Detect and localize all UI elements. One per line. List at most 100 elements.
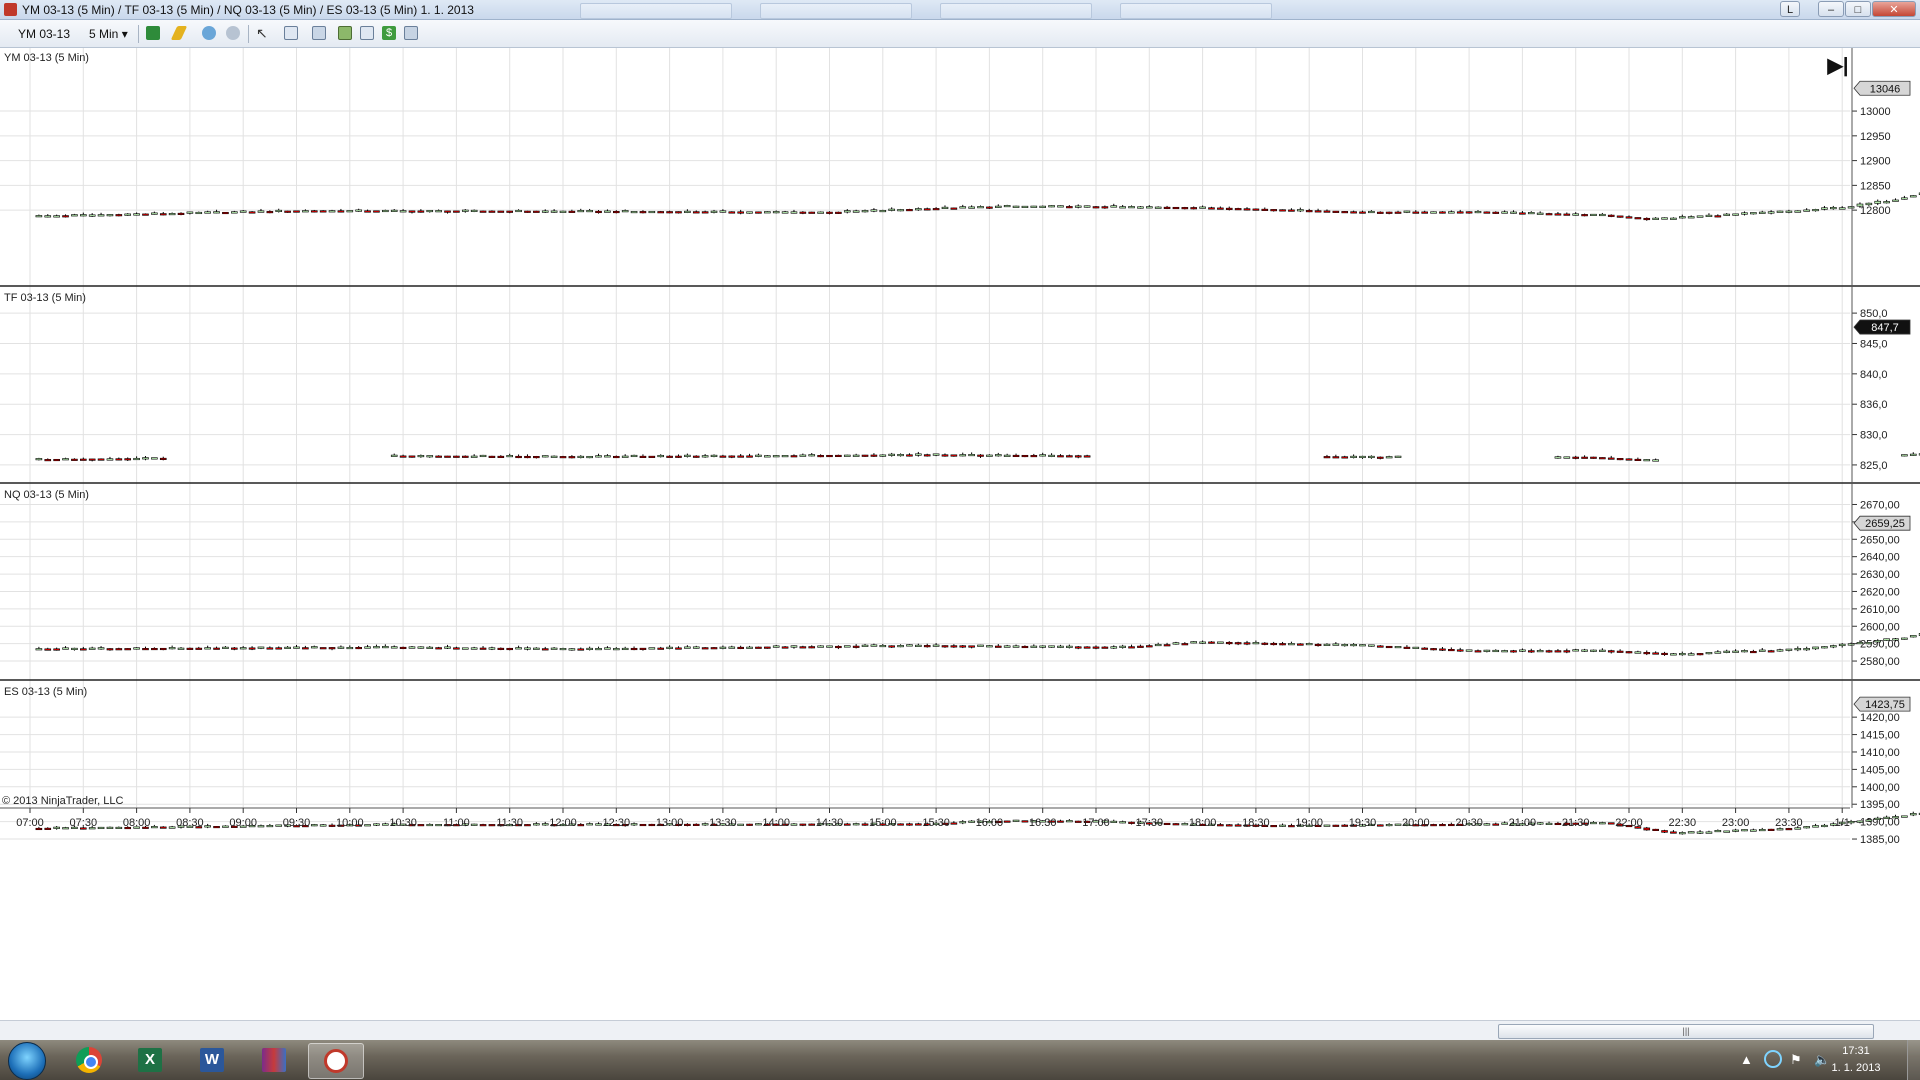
scroll-to-end-button[interactable]: ▶|: [1827, 55, 1849, 77]
candle-down: [435, 455, 442, 458]
start-button[interactable]: [8, 1042, 46, 1080]
candle-down: [524, 455, 531, 459]
windows-taskbar: X W ▲ ⚑ 🔈 17:31 1. 1. 2013: [0, 1040, 1920, 1080]
candle-up: [470, 647, 478, 650]
show-desktop-button[interactable]: [1907, 1040, 1920, 1080]
candle-up: [764, 455, 771, 458]
candle-down: [479, 647, 487, 650]
candle-up: [1039, 645, 1046, 648]
candle-up: [1030, 205, 1038, 208]
candle-down: [1439, 824, 1446, 827]
candle-up: [239, 647, 247, 650]
candle-down: [648, 455, 656, 458]
window-title: YM 03-13 (5 Min) / TF 03-13 (5 Min) / NQ…: [22, 3, 474, 17]
candle-up: [382, 646, 389, 649]
candle-up: [1501, 822, 1508, 825]
network-icon[interactable]: [1764, 1050, 1782, 1068]
candle-down: [417, 824, 425, 827]
candlestick-chart[interactable]: 13000 12950 12900 12850 12800 YM 03-13 (5 Min…: [0, 48, 1920, 1020]
scroll-thumb[interactable]: |||: [1498, 1024, 1874, 1039]
data-series-icon[interactable]: [338, 26, 352, 40]
candle-down: [1217, 207, 1224, 210]
candle-up: [1350, 455, 1357, 458]
ninjatrader-icon[interactable]: [308, 1043, 364, 1079]
link-button[interactable]: L: [1780, 1, 1800, 17]
candle-down: [1563, 822, 1571, 825]
excel-icon[interactable]: X: [124, 1043, 178, 1077]
time-tick-label: 18:00: [1189, 817, 1217, 829]
candle-up: [1803, 826, 1810, 829]
pencil-draw-icon[interactable]: [170, 26, 188, 40]
candle-down: [968, 645, 975, 648]
flag-icon[interactable]: ⚑: [1790, 1052, 1802, 1067]
templates-icon[interactable]: [360, 26, 374, 40]
candle-up: [1279, 824, 1286, 827]
candle-down: [1261, 824, 1269, 827]
price-tick-label: 850,0: [1860, 308, 1888, 320]
candle-down: [488, 455, 496, 458]
candle-up: [435, 210, 442, 213]
candle-down: [1172, 206, 1180, 210]
candle-down: [1510, 650, 1517, 653]
bar-type-icon[interactable]: [146, 26, 160, 40]
instrument-selector[interactable]: YM 03-13: [18, 27, 71, 41]
candle-down: [435, 647, 442, 650]
zoom-icon[interactable]: [284, 26, 298, 40]
candle-down: [808, 646, 816, 649]
panel-icon[interactable]: [404, 26, 418, 40]
price-tick-label: 13000: [1860, 106, 1891, 118]
candle-up: [826, 823, 833, 826]
candle-up: [755, 454, 762, 457]
strategy-icon[interactable]: [226, 26, 240, 40]
chart-area[interactable]: 13000 12950 12900 12850 12800 YM 03-13 (5 Min…: [0, 48, 1920, 1020]
winrar-icon[interactable]: [248, 1043, 302, 1077]
interval-selector[interactable]: 5 Min ▾: [89, 24, 128, 44]
candle-down: [1217, 824, 1224, 827]
candle-down: [1643, 217, 1651, 221]
candle-up: [106, 214, 114, 217]
candle-down: [1332, 456, 1340, 459]
chart-scrollbar[interactable]: |||: [0, 1020, 1920, 1041]
cursor-icon[interactable]: ↖: [256, 25, 268, 41]
time-tick-label: 21:00: [1509, 817, 1537, 829]
candle-up: [1323, 824, 1331, 827]
candle-up: [1066, 820, 1073, 823]
candle-down: [1083, 455, 1091, 458]
candle-up: [1883, 201, 1890, 204]
maximize-button[interactable]: □: [1845, 1, 1871, 17]
candle-up: [390, 823, 398, 826]
clock-time[interactable]: 17:31: [1842, 1045, 1870, 1057]
indicator-icon[interactable]: [202, 26, 216, 40]
candle-down: [124, 826, 132, 830]
money-icon[interactable]: $: [382, 26, 396, 40]
candle-down: [1083, 646, 1091, 649]
candle-up: [177, 647, 185, 650]
candle-up: [151, 457, 158, 460]
candle-up: [1048, 645, 1055, 648]
candle-up: [1732, 650, 1739, 653]
candle-down: [817, 455, 824, 458]
minimize-button[interactable]: –: [1818, 1, 1844, 17]
candle-up: [1288, 643, 1295, 646]
volume-icon[interactable]: 🔈: [1814, 1052, 1831, 1067]
candle-up: [1536, 212, 1544, 215]
candle-down: [506, 210, 514, 213]
chrome-icon[interactable]: [62, 1043, 116, 1077]
candle-up: [1039, 820, 1046, 823]
candle-up: [968, 454, 975, 457]
candle-up: [728, 646, 736, 649]
candle-up: [1901, 815, 1908, 818]
candle-up: [835, 823, 842, 826]
candle-up: [879, 210, 887, 213]
clock-date[interactable]: 1. 1. 2013: [1831, 1062, 1881, 1074]
close-button[interactable]: ✕: [1872, 1, 1916, 17]
candle-down: [737, 646, 744, 650]
candle-down: [1350, 211, 1357, 214]
candle-down: [1181, 643, 1189, 646]
price-tick-label: 12950: [1860, 131, 1891, 143]
time-tick-label: 17:00: [1082, 817, 1110, 829]
price-tick-label: 2640,00: [1860, 552, 1900, 564]
word-icon[interactable]: W: [186, 1043, 240, 1077]
tray-arrow-icon[interactable]: ▲: [1740, 1052, 1753, 1067]
chart-properties-icon[interactable]: [312, 26, 326, 40]
